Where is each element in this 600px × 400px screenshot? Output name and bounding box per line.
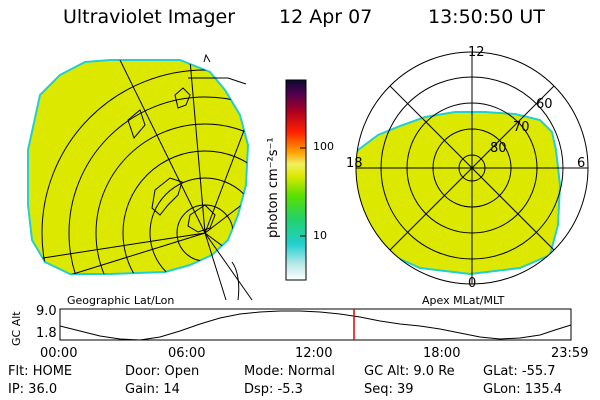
- status-gc-alt: GC Alt: 9.0 Re: [364, 364, 455, 379]
- gc-alt-tick-min: 1.8: [36, 326, 57, 341]
- status-seq: Seq: 39: [364, 382, 414, 397]
- time-tick-1200: 12:00: [295, 346, 333, 361]
- status-flt: Flt: HOME: [8, 364, 73, 379]
- colorbar-tick-100: 100: [313, 140, 334, 153]
- mlt-label-12: 12: [468, 45, 485, 60]
- status-glon: GLon: 135.4: [483, 382, 563, 397]
- apex-panel-label: Apex MLat/MLT: [422, 294, 505, 307]
- time-tick-1800: 18:00: [423, 346, 461, 361]
- instrument-title: Ultraviolet Imager: [63, 6, 236, 28]
- gc-alt-tick-max: 9.0: [36, 304, 57, 319]
- mlt-label-6: 6: [577, 156, 586, 171]
- mlt-label-18: 18: [346, 156, 363, 171]
- status-door: Door: Open: [125, 364, 200, 379]
- status-glat: GLat: -55.7: [483, 364, 556, 379]
- time-tick-0000: 00:00: [40, 346, 78, 361]
- time-tick-0600: 06:00: [168, 346, 206, 361]
- date-label: 12 Apr 07: [279, 6, 373, 28]
- lat-label-80: 80: [490, 141, 507, 156]
- lat-label-60: 60: [536, 97, 553, 112]
- status-mode: Mode: Normal: [244, 364, 335, 379]
- mlt-label-0: 0: [468, 276, 477, 291]
- colorbar-tick-10: 10: [313, 229, 327, 242]
- geographic-panel-label: Geographic Lat/Lon: [67, 294, 175, 307]
- lat-label-70: 70: [513, 120, 530, 135]
- time-tick-2359: 23:59: [551, 346, 589, 361]
- status-gain: Gain: 14: [125, 382, 180, 397]
- status-dsp: Dsp: -5.3: [244, 382, 303, 397]
- gc-alt-axis-label: GC Alt: [10, 311, 23, 346]
- status-ip: IP: 36.0: [8, 382, 58, 397]
- time-label: 13:50:50 UT: [428, 6, 545, 28]
